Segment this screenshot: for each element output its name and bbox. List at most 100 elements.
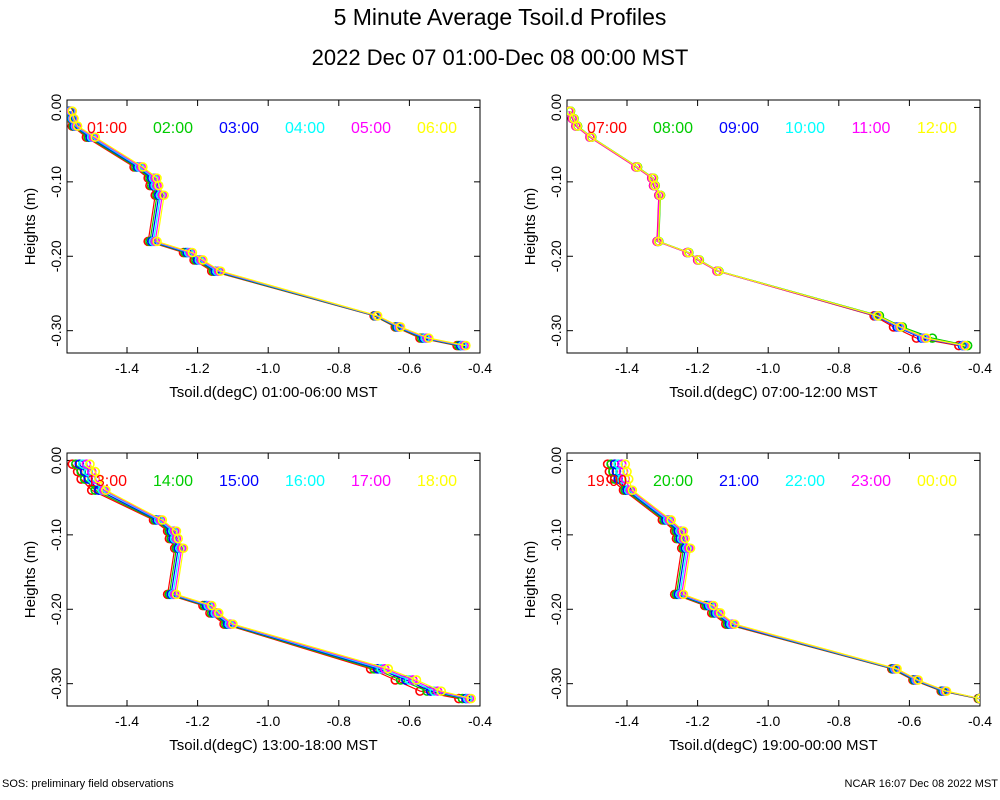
x-axis-label: Tsoil.d(degC) 01:00-06:00 MST [169,384,377,401]
y-tick-label: -0.10 [48,519,64,551]
x-tick-label: -1.4 [615,713,639,729]
data-point [713,266,724,276]
legend-entry: 09:00 [719,120,759,137]
series-line [78,463,467,700]
series-line [569,110,968,347]
y-tick-label: -0.30 [48,668,64,700]
series-06:00 [67,106,471,351]
legend-entry: 00:00 [917,473,957,490]
y-tick-label: 0.00 [548,94,564,121]
y-tick-label: -0.20 [548,593,564,625]
series-01:00 [67,106,462,351]
data-point [171,589,182,600]
data-point [653,236,664,247]
legend-entry: 22:00 [785,473,825,490]
data-point [666,515,676,525]
data-point [678,589,689,600]
series-09:00 [567,106,968,351]
data-point [896,322,906,332]
legend-entry: 14:00 [153,473,193,490]
legend-entry: 11:00 [852,120,891,137]
legend-entry: 18:00 [417,473,457,490]
series-12:00 [567,106,971,351]
series-line [71,463,459,700]
y-axis-label: Heights (m) [522,188,539,266]
data-point [892,663,902,674]
legend-entry: 17:00 [351,473,391,490]
x-tick-label: -1.0 [756,713,780,729]
series-line [68,111,458,347]
legend-entry: 05:00 [351,120,391,137]
data-point [466,693,476,704]
y-tick-label: -0.30 [48,315,64,347]
data-point [975,693,980,704]
data-point [198,255,208,265]
data-point [586,132,597,143]
series-line [71,111,465,347]
series-11:00 [567,106,970,351]
data-point [683,247,694,258]
series-line [624,464,980,700]
data-point [913,675,924,685]
panel-4: -1.4 -1.2 -1.0 -0.8 -0.6 -0.4 0.00 -0.10 -0.20 -0… [522,447,992,754]
data-point [572,121,583,131]
x-tick-label: -1.4 [115,360,139,376]
data-point [213,608,224,618]
x-axis-label: Tsoil.d(degC) 13:00-18:00 MST [169,737,377,754]
legend-entry: 08:00 [653,120,693,137]
series-line [621,464,980,700]
data-point [960,340,971,351]
y-tick-label: -0.10 [548,519,564,551]
series-line [607,464,979,700]
legend-entry: 10:00 [785,120,825,137]
series-14:00 [71,459,468,704]
y-tick-label: -0.10 [48,166,64,198]
data-point [424,333,434,343]
legend-entry: 19:00 [587,473,627,490]
panel-3: -1.4 -1.2 -1.0 -0.8 -0.6 -0.4 0.00 -0.10 -0.20 -0… [22,447,492,754]
x-tick-label: -0.6 [897,713,921,729]
x-tick-label: -1.0 [256,360,280,376]
series-line [568,110,965,347]
x-tick-label: -1.0 [256,713,280,729]
x-tick-label: -0.8 [827,360,851,376]
data-point [138,162,148,172]
legend-entry: 21:00 [719,473,759,490]
y-tick-label: -0.20 [48,240,64,272]
series-04:00 [67,106,468,351]
series-00:00 [620,459,980,704]
plot-area [67,459,476,704]
series-17:00 [81,459,475,704]
x-tick-label: -0.8 [327,360,351,376]
data-point [632,162,643,172]
footer-right: NCAR 16:07 Dec 08 2022 MST [845,778,999,790]
data-point [650,180,660,191]
x-tick-label: -0.4 [468,713,492,729]
data-point [395,322,406,332]
data-point [623,474,634,484]
legend-entry: 15:00 [219,473,259,490]
data-point [173,533,183,544]
data-point [90,466,101,477]
y-tick-label: -0.30 [548,668,564,700]
data-point [152,236,162,247]
data-point [436,686,446,696]
x-tick-label: -1.4 [615,360,639,376]
series-line [69,111,461,347]
series-15:00 [74,459,471,704]
data-point [85,459,95,469]
data-point [415,686,425,696]
x-tick-label: -1.2 [686,713,710,729]
data-point [187,247,198,258]
series-13:00 [67,459,464,704]
data-point [215,266,226,276]
data-point [461,340,471,351]
y-tick-label: -0.30 [548,315,564,347]
series-line [85,463,470,700]
series-line [610,464,980,700]
plot-frame [66,99,481,354]
x-tick-label: -0.6 [397,360,421,376]
data-point [655,190,665,201]
chart-subtitle: 2022 Dec 07 01:00-Dec 08 00:00 MST [312,45,689,70]
